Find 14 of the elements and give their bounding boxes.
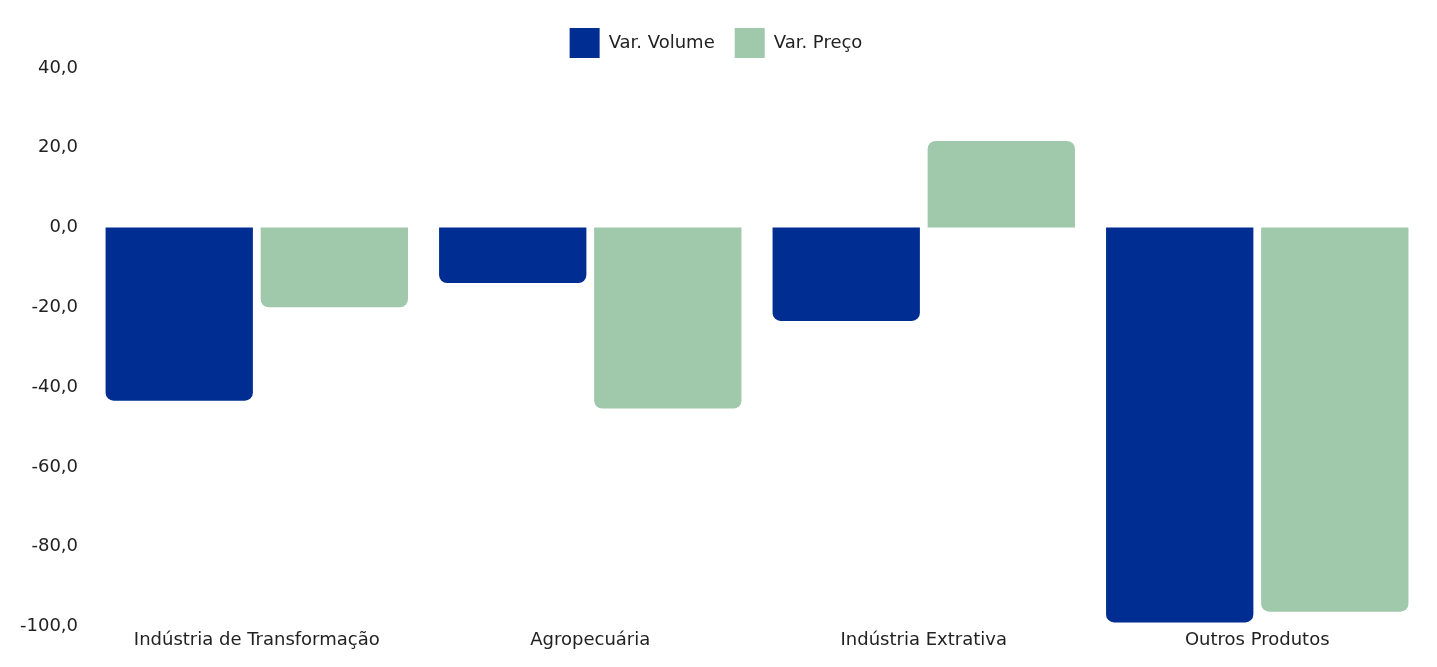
y-tick-label: -100,0	[19, 614, 79, 636]
y-tick-label: -60,0	[31, 454, 79, 476]
y-tick-label: 0,0	[49, 215, 79, 237]
legend-label: Var. Preço	[773, 30, 863, 52]
x-tick-label: Indústria de Transformação	[133, 627, 380, 649]
x-tick-label: Agropecuária	[530, 627, 651, 649]
y-tick-label: 20,0	[37, 135, 79, 157]
y-tick-label: 40,0	[37, 55, 79, 77]
legend-label: Var. Volume	[608, 30, 715, 52]
x-tick-label: Indústria Extrativa	[840, 627, 1007, 649]
y-tick-label: -80,0	[31, 534, 79, 556]
x-tick-label: Outros Produtos	[1184, 627, 1330, 649]
y-tick-label: -20,0	[31, 294, 79, 316]
y-tick-label: -40,0	[31, 374, 79, 396]
